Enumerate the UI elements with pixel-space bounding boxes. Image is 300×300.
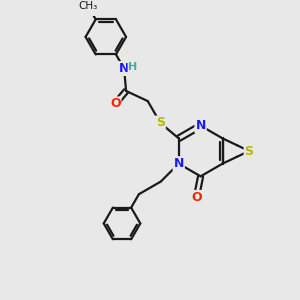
Text: N: N (119, 62, 129, 75)
Text: O: O (110, 98, 121, 110)
Text: N: N (195, 119, 206, 132)
Text: O: O (191, 191, 202, 204)
Text: H: H (128, 62, 138, 72)
Text: N: N (173, 157, 184, 170)
Text: S: S (156, 116, 165, 130)
Text: CH₃: CH₃ (78, 1, 98, 11)
Text: S: S (244, 145, 253, 158)
